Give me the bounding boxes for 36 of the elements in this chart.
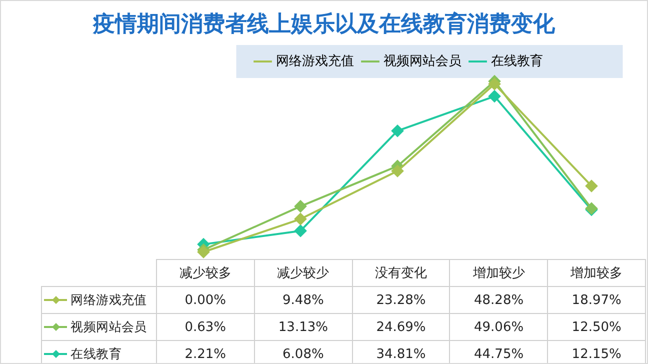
point <box>294 213 306 226</box>
text: 视频网站会员 <box>70 318 147 334</box>
x-tick-label: 减少较少 <box>254 260 352 286</box>
text: 在线教育 <box>70 346 122 360</box>
point <box>294 224 306 237</box>
point <box>586 180 598 192</box>
legend-label: 网络游戏充值 <box>276 54 354 69</box>
data-label: 2.21% <box>156 340 254 364</box>
point <box>392 124 404 137</box>
legend-label: 视频网站会员 <box>383 54 462 69</box>
point <box>294 200 306 212</box>
point <box>488 78 500 90</box>
x-tick-label: 增加较少 <box>450 260 548 286</box>
point <box>198 246 210 258</box>
data-label: 0.63% <box>156 314 254 340</box>
data-label: 0.00% <box>156 286 254 314</box>
data-label: 12.50% <box>548 314 646 340</box>
x-tick-label: 没有变化 <box>352 260 450 286</box>
data-label: 24.69% <box>352 314 450 340</box>
data-label: 44.75% <box>450 340 548 364</box>
data-label: 9.48% <box>254 286 352 314</box>
point <box>488 90 500 102</box>
data-label: 13.13% <box>254 314 352 340</box>
legend-label: 在线教育 <box>490 52 543 69</box>
x-tick-label: 减少较多 <box>156 260 254 286</box>
chart-title: 疫情期间消费者线上娱乐以及在线教育消费变化 <box>92 10 556 39</box>
x-tick-label: 增加较多 <box>548 260 646 286</box>
data-label: 6.08% <box>254 340 352 364</box>
point <box>392 164 404 177</box>
data-label: 48.28% <box>450 286 548 314</box>
data-label: 12.15% <box>548 340 646 364</box>
data-label: 34.81% <box>352 340 450 364</box>
data-label: 23.28% <box>352 286 450 314</box>
data-label: 18.97% <box>548 286 646 314</box>
data-label: 49.06% <box>450 314 548 340</box>
text: 网络游戏充值 <box>70 292 147 306</box>
